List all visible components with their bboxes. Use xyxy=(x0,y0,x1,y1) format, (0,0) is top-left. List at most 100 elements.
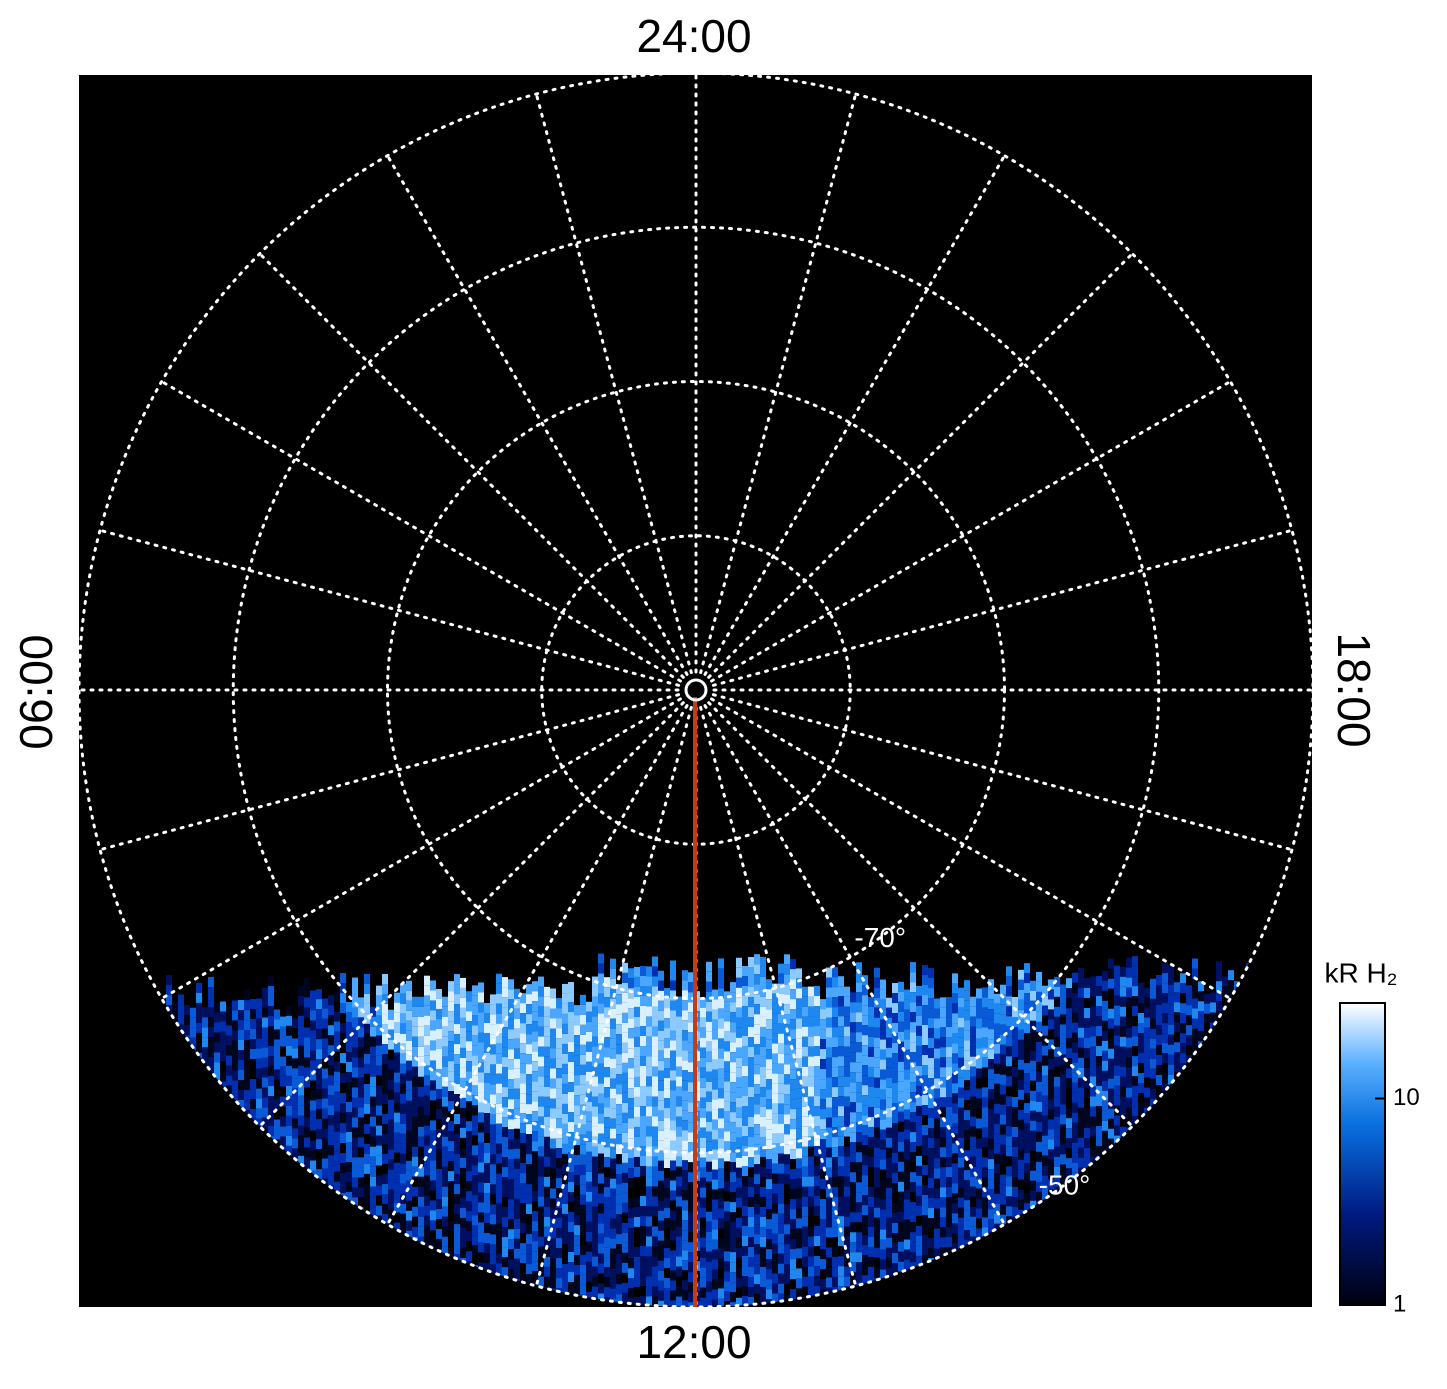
emission-cell xyxy=(334,1181,340,1192)
emission-cell xyxy=(1054,1046,1060,1057)
emission-cell xyxy=(994,1083,1000,1094)
emission-cell xyxy=(352,1187,358,1198)
emission-cell xyxy=(268,1306,274,1307)
emission-cell xyxy=(682,1250,688,1261)
emission-cell xyxy=(652,1116,658,1127)
emission-cell xyxy=(652,996,658,1007)
emission-cell xyxy=(796,1198,802,1209)
emission-cell xyxy=(760,1146,766,1157)
emission-cell xyxy=(718,1208,724,1219)
emission-cell xyxy=(844,1026,850,1037)
emission-cell xyxy=(586,1271,592,1282)
emission-cell xyxy=(826,1237,832,1248)
emission-cell xyxy=(568,1242,574,1253)
emission-cell xyxy=(670,1270,676,1281)
emission-cell xyxy=(550,1028,556,1039)
emission-cell xyxy=(814,1086,820,1097)
emission-cell xyxy=(622,1062,628,1073)
emission-cell xyxy=(520,1023,526,1034)
emission-cell xyxy=(622,1112,628,1123)
emission-cell xyxy=(922,1255,928,1266)
emission-cell xyxy=(610,988,616,999)
emission-cell xyxy=(970,1146,976,1157)
emission-cell xyxy=(1012,1146,1018,1157)
emission-cell xyxy=(298,1115,304,1126)
emission-cell xyxy=(922,1235,928,1246)
emission-cell xyxy=(490,1224,496,1235)
emission-cell xyxy=(310,1160,316,1171)
emission-cell xyxy=(1054,1156,1060,1167)
emission-cell xyxy=(478,1142,484,1153)
emission-cell xyxy=(928,1088,934,1099)
emission-cell xyxy=(334,1171,340,1182)
emission-cell xyxy=(754,1114,760,1125)
emission-cell xyxy=(862,1055,868,1066)
emission-cell xyxy=(412,1186,418,1197)
emission-cell xyxy=(880,1059,886,1070)
emission-cell xyxy=(232,1080,238,1091)
emission-cell xyxy=(418,1186,424,1197)
emission-cell xyxy=(634,1206,640,1217)
emission-cell xyxy=(748,1157,754,1168)
emission-cell xyxy=(298,1125,304,1136)
emission-cell xyxy=(760,1096,766,1107)
emission-cell xyxy=(826,1017,832,1028)
emission-cell xyxy=(382,1134,388,1145)
emission-cell xyxy=(478,1052,484,1063)
emission-cell xyxy=(562,1103,568,1114)
emission-cell xyxy=(532,1011,538,1022)
emission-cell xyxy=(760,1046,766,1057)
emission-cell xyxy=(820,1009,826,1020)
emission-cell xyxy=(958,1057,964,1068)
emission-cell xyxy=(610,1238,616,1249)
emission-cell xyxy=(442,1166,448,1177)
emission-cell xyxy=(622,962,628,973)
emission-cell xyxy=(1030,980,1036,991)
emission-cell xyxy=(496,1193,502,1204)
emission-cell xyxy=(418,1036,424,1047)
emission-cell xyxy=(832,1107,838,1118)
emission-cell xyxy=(544,1026,550,1037)
emission-cell xyxy=(544,1206,550,1217)
emission-cell xyxy=(616,1194,622,1205)
emission-cell xyxy=(868,1306,874,1307)
emission-cell xyxy=(400,1023,406,1034)
emission-cell xyxy=(1030,1100,1036,1111)
emission-cell xyxy=(442,1036,448,1047)
emission-cell xyxy=(814,1046,820,1057)
emission-cell xyxy=(772,1063,778,1074)
emission-cell xyxy=(244,1050,250,1061)
emission-cell xyxy=(664,1198,670,1209)
emission-cell xyxy=(532,1221,538,1232)
emission-cell xyxy=(400,1133,406,1144)
emission-cell xyxy=(604,1137,610,1148)
emission-cell xyxy=(1060,1134,1066,1145)
emission-cell xyxy=(442,996,448,1007)
emission-cell xyxy=(244,1040,250,1051)
emission-cell xyxy=(904,1139,910,1150)
emission-cell xyxy=(778,1133,784,1144)
emission-cell xyxy=(430,980,436,991)
emission-cell xyxy=(328,1175,334,1186)
emission-cell xyxy=(892,993,898,1004)
emission-cell xyxy=(208,976,214,987)
emission-cell xyxy=(802,1146,808,1157)
emission-cell xyxy=(820,1269,826,1280)
emission-cell xyxy=(658,1170,664,1181)
emission-cell xyxy=(520,1153,526,1164)
emission-cell xyxy=(826,1107,832,1118)
emission-cell xyxy=(706,1041,712,1052)
emission-cell xyxy=(982,1077,988,1088)
emission-cell xyxy=(364,1153,370,1164)
emission-cell xyxy=(700,1277,706,1288)
emission-cell xyxy=(688,1192,694,1203)
emission-cell xyxy=(400,1063,406,1074)
emission-cell xyxy=(550,1088,556,1099)
emission-cell xyxy=(472,1055,478,1066)
emission-cell xyxy=(838,1086,844,1097)
emission-cell xyxy=(502,1107,508,1118)
emission-cell xyxy=(682,1210,688,1221)
emission-cell xyxy=(772,1273,778,1284)
emission-cell xyxy=(304,1037,310,1048)
emission-cell xyxy=(760,1076,766,1087)
